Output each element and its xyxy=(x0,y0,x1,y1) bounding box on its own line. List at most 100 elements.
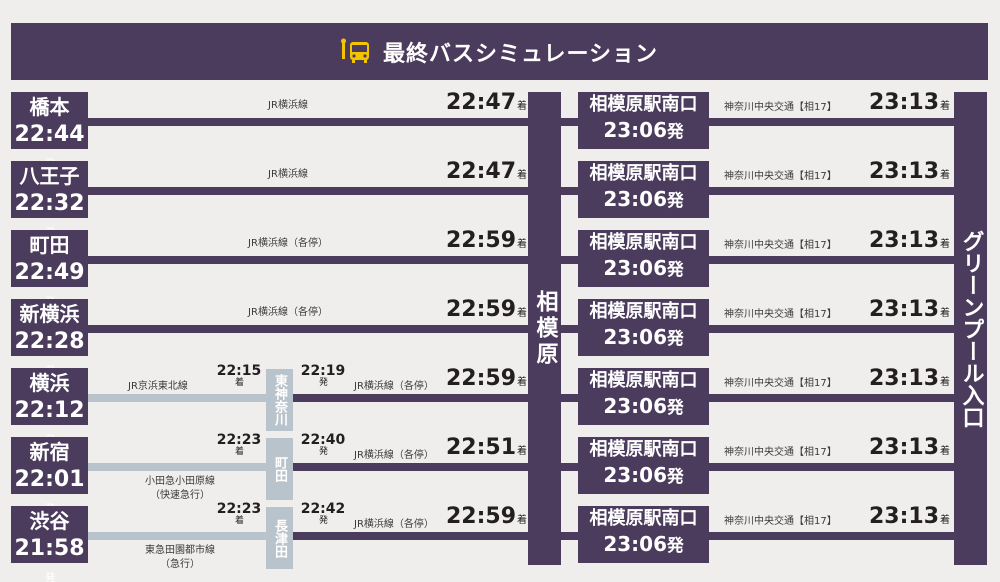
final-arrival: 23:13着 xyxy=(869,297,951,322)
transfer-departure: 22:19 発 xyxy=(298,364,348,388)
time-suffix: 着 xyxy=(940,308,951,319)
bus-line xyxy=(709,463,954,471)
origin-name: 町田 xyxy=(29,233,70,257)
rail-line xyxy=(293,463,528,471)
transfer-station: 東神奈川 xyxy=(266,369,293,431)
transfer-arrival: 22:23 着 xyxy=(214,433,264,457)
time-suffix: 発 xyxy=(667,260,684,279)
bus-stop-box: 相模原駅南口 23:06発 xyxy=(578,230,709,287)
bus-stop-box: 相模原駅南口 23:06発 xyxy=(578,368,709,425)
time-suffix: 着 xyxy=(234,447,244,457)
bus-stop-name: 相模原駅南口 xyxy=(589,508,698,529)
bus-stop-name: 相模原駅南口 xyxy=(589,370,698,391)
transfer-arrival: 22:15 着 xyxy=(214,364,264,388)
bus-departure: 23:06発 xyxy=(603,187,684,211)
origin-name: 八王子 xyxy=(19,164,80,188)
time-suffix: 着 xyxy=(940,101,951,112)
bus-stop-name: 相模原駅南口 xyxy=(589,301,698,322)
transfer-arrival: 22:23 着 xyxy=(214,502,264,526)
bus-line xyxy=(709,187,954,195)
time-suffix: 発 xyxy=(667,191,684,210)
time-suffix: 発 xyxy=(318,447,328,457)
bus-departure: 23:06発 xyxy=(603,463,684,487)
transfer-line xyxy=(88,394,266,402)
line-label: JR横浜線 xyxy=(268,169,308,180)
transfer-departure: 22:42 発 xyxy=(298,502,348,526)
bus-line-label: 神奈川中央交通【相17】 xyxy=(724,447,837,458)
line2-label: JR横浜線（各停） xyxy=(354,450,434,461)
bus-line-left xyxy=(561,187,578,195)
hub-arrival: 22:51着 xyxy=(446,435,528,460)
bus-stop-box: 相模原駅南口 23:06発 xyxy=(578,299,709,356)
bus-departure: 23:06発 xyxy=(603,532,684,556)
line-label: JR横浜線（各停） xyxy=(248,238,328,249)
time-suffix: 発 xyxy=(667,122,684,141)
time-suffix: 発 xyxy=(667,329,684,348)
line1-label: 東急田園都市線 （急行） xyxy=(145,545,215,570)
page-title: 最終バスシミュレーション xyxy=(382,41,659,67)
line2-label: JR横浜線（各停） xyxy=(354,381,434,392)
bus-stop-name: 相模原駅南口 xyxy=(589,232,698,253)
hub-arrival: 22:59着 xyxy=(446,228,528,253)
bus-line xyxy=(709,325,954,333)
bus-line xyxy=(709,532,954,540)
time-suffix: 着 xyxy=(940,377,951,388)
bus-line-left xyxy=(561,256,578,264)
transfer-line xyxy=(88,463,266,471)
origin-box: 渋谷 21:58発 xyxy=(11,506,88,582)
line-label: JR横浜線 xyxy=(268,100,308,111)
final-arrival: 23:13着 xyxy=(869,366,951,391)
time-suffix: 発 xyxy=(318,516,328,526)
bus-line-label: 神奈川中央交通【相17】 xyxy=(724,240,837,251)
origin-departure: 21:58発 xyxy=(14,536,85,582)
bus-stop-box: 相模原駅南口 23:06発 xyxy=(578,506,709,563)
time-suffix: 着 xyxy=(234,378,244,388)
time-suffix: 発 xyxy=(667,536,684,555)
origin-name: 渋谷 xyxy=(29,509,70,533)
rail-line xyxy=(88,325,528,333)
time-suffix: 発 xyxy=(667,398,684,417)
time-suffix: 着 xyxy=(234,516,244,526)
hub-arrival: 22:47着 xyxy=(446,90,528,115)
time-suffix: 発 xyxy=(667,467,684,486)
bus-stop-name: 相模原駅南口 xyxy=(589,163,698,184)
time-suffix: 着 xyxy=(940,239,951,250)
bus-line-label: 神奈川中央交通【相17】 xyxy=(724,378,837,389)
line1-label: JR京浜東北線 xyxy=(128,381,188,392)
bus-departure: 23:06発 xyxy=(603,118,684,142)
rail-line xyxy=(88,256,528,264)
time-suffix: 着 xyxy=(517,515,528,526)
time-suffix: 発 xyxy=(45,573,55,582)
rail-line xyxy=(88,187,528,195)
bus-line-left xyxy=(561,532,578,540)
transfer-line xyxy=(88,532,266,540)
origin-name: 横浜 xyxy=(29,371,70,395)
final-arrival: 23:13着 xyxy=(869,90,951,115)
bus-departure: 23:06発 xyxy=(603,256,684,280)
bus-line-left xyxy=(561,394,578,402)
origin-name: 橋本 xyxy=(29,95,70,119)
time-suffix: 着 xyxy=(517,446,528,457)
line1-label: 小田急小田原線 （快速急行） xyxy=(145,476,215,501)
bus-line-left xyxy=(561,118,578,126)
time-suffix: 着 xyxy=(517,239,528,250)
bus-line-label: 神奈川中央交通【相17】 xyxy=(724,102,837,113)
rail-line xyxy=(293,394,528,402)
final-arrival: 23:13着 xyxy=(869,228,951,253)
bus-line-left xyxy=(561,463,578,471)
time-suffix: 着 xyxy=(940,515,951,526)
rail-line xyxy=(88,118,528,126)
bus-stop-name: 相模原駅南口 xyxy=(589,94,698,115)
final-stop-green-pool: グリーンプール入口 xyxy=(954,92,987,565)
time-suffix: 着 xyxy=(940,446,951,457)
header: 最終バスシミュレーション xyxy=(11,23,988,80)
bus-stop-icon xyxy=(340,38,369,63)
final-arrival: 23:13着 xyxy=(869,159,951,184)
bus-line-label: 神奈川中央交通【相17】 xyxy=(724,516,837,527)
bus-line-label: 神奈川中央交通【相17】 xyxy=(724,309,837,320)
hub-station-sagamihara: 相模原 xyxy=(528,92,561,565)
